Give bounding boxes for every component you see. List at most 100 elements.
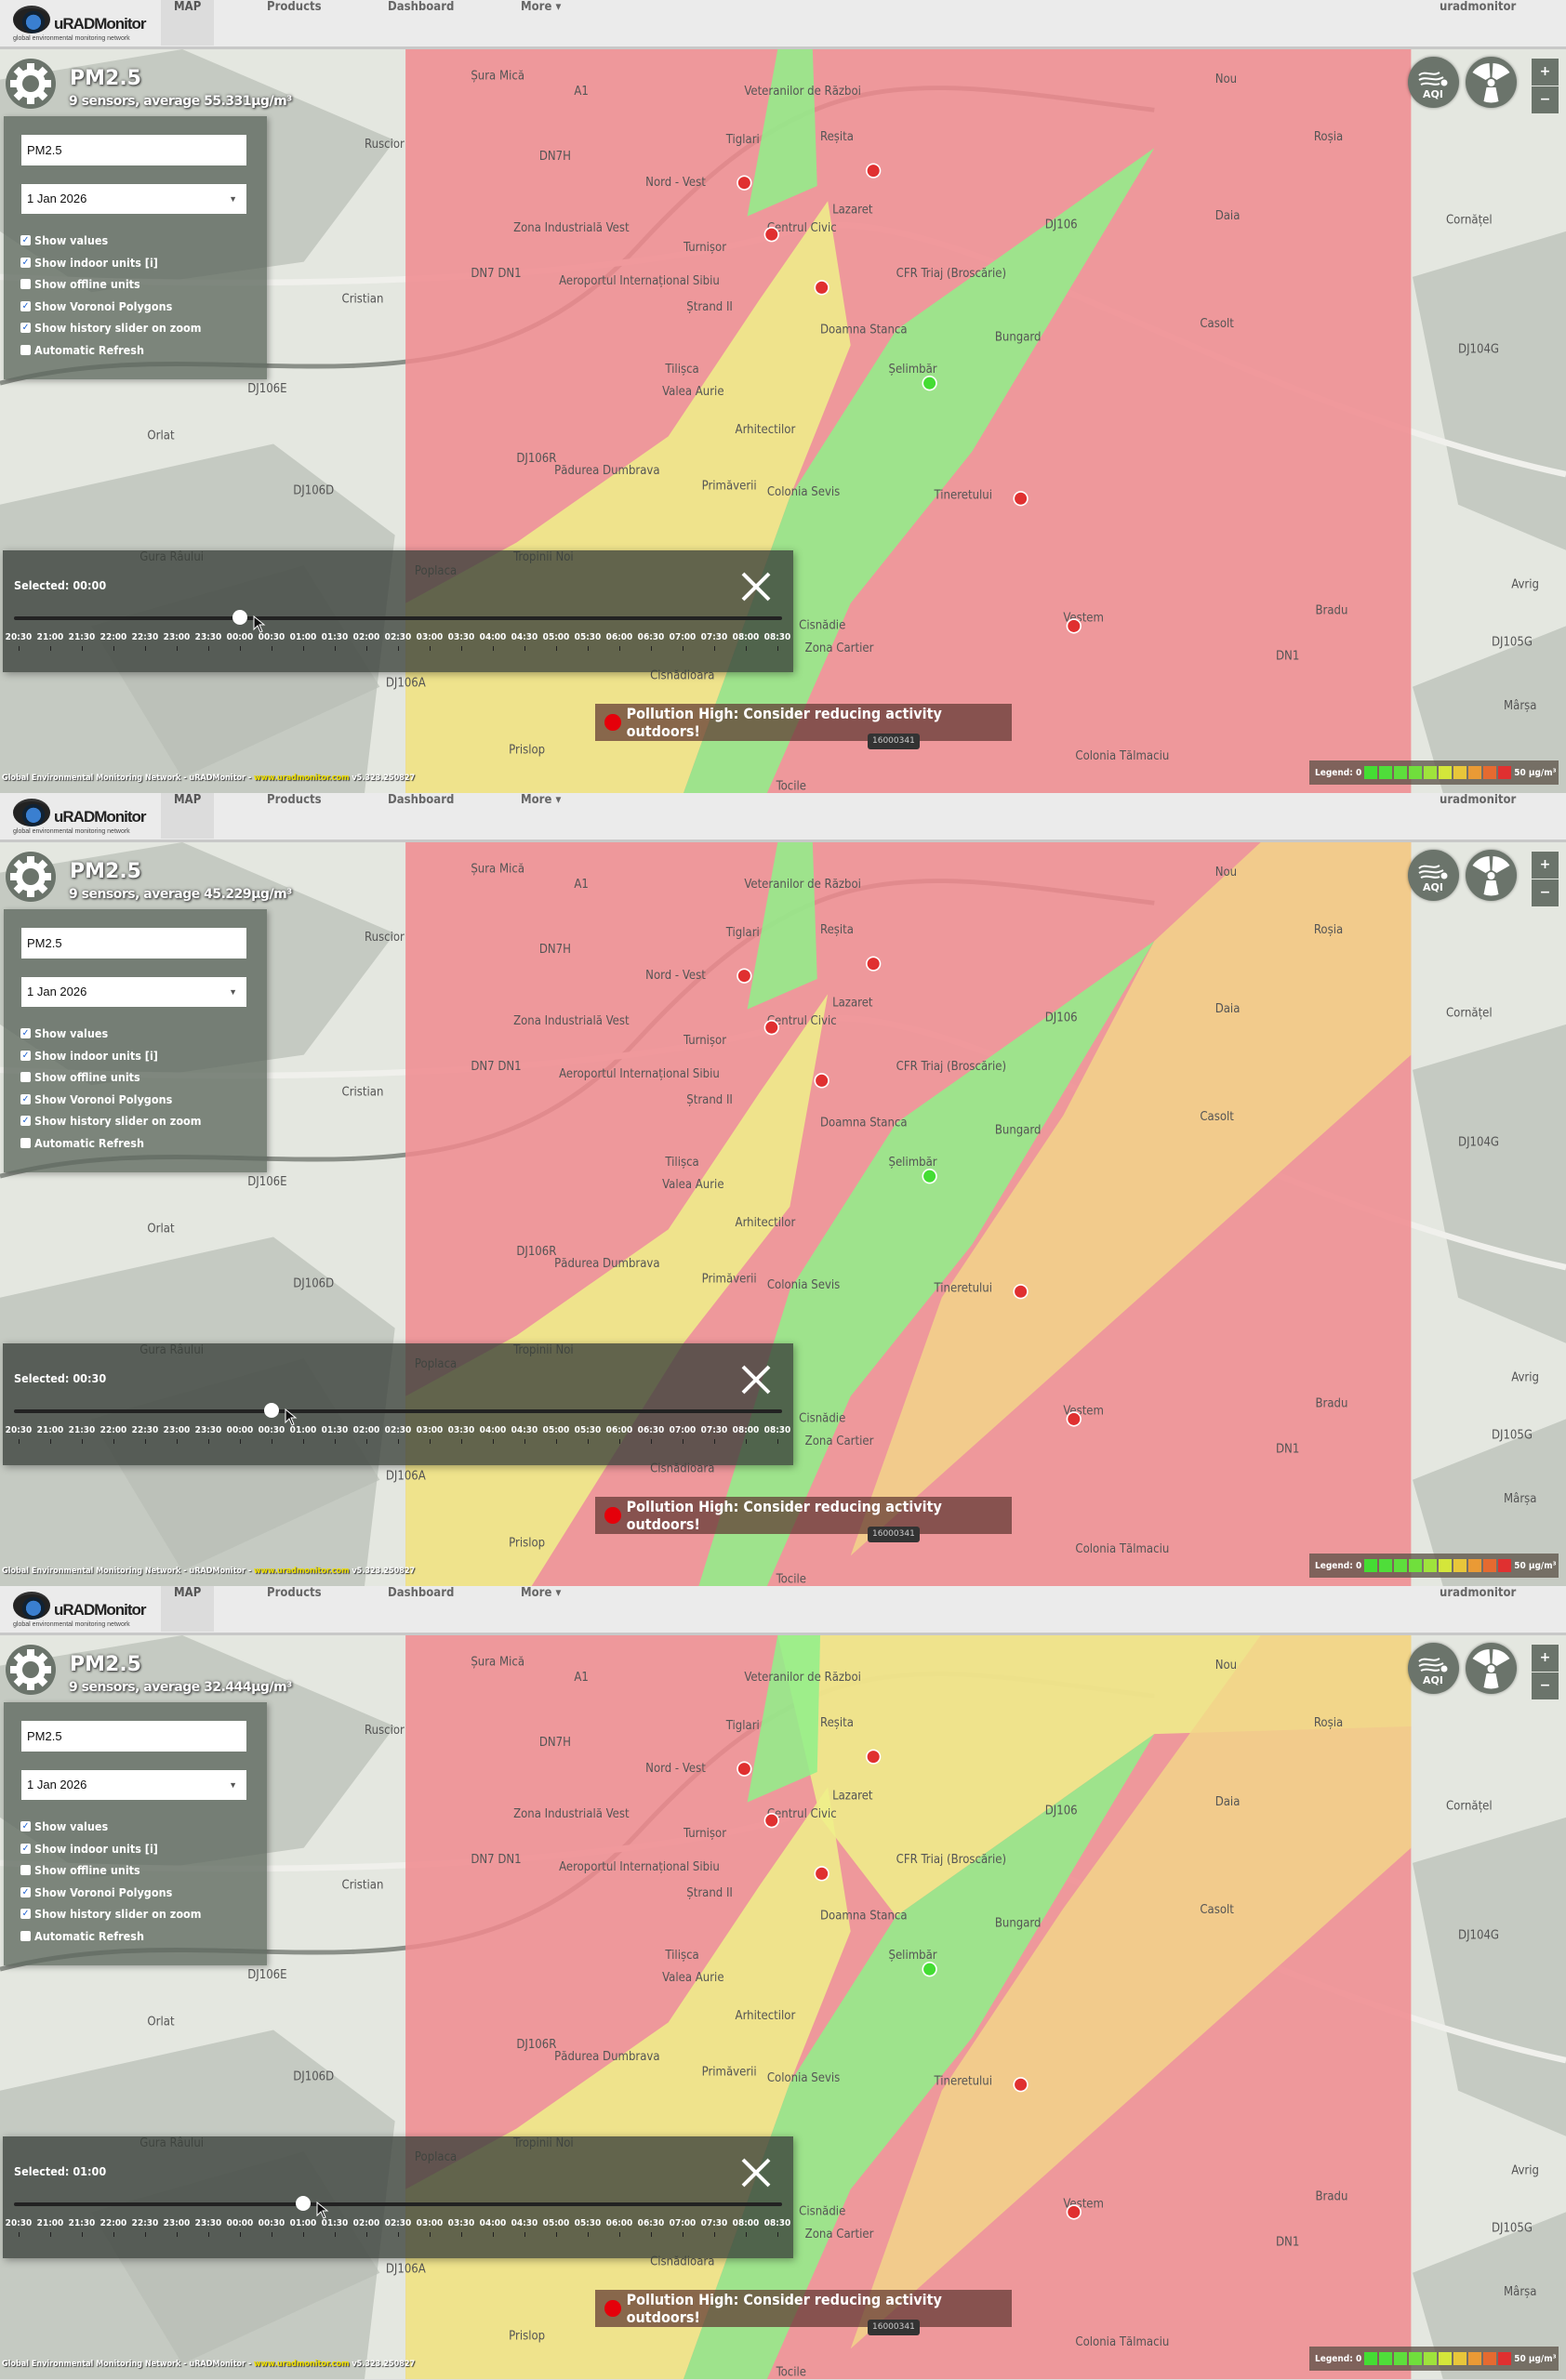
- nav-dashboard[interactable]: Dashboard: [388, 1586, 455, 1600]
- nav-map[interactable]: MAP: [161, 0, 215, 46]
- sensor-marker[interactable]: [922, 1962, 937, 1977]
- aqi-button[interactable]: AQI: [1408, 850, 1459, 901]
- slider-track[interactable]: [14, 1409, 782, 1413]
- sensor-marker[interactable]: [866, 1749, 882, 1765]
- sensor-marker[interactable]: [763, 227, 779, 243]
- checkbox[interactable]: ✓: [20, 1028, 31, 1038]
- sensor-marker[interactable]: [737, 968, 752, 984]
- zoom-out-button[interactable]: −: [1532, 1673, 1559, 1699]
- checkbox[interactable]: [20, 1930, 31, 1941]
- checkbox[interactable]: [20, 1137, 31, 1148]
- option-automatic-refresh[interactable]: Automatic Refresh: [20, 343, 144, 357]
- nav-more[interactable]: More ▾: [521, 1586, 562, 1600]
- radiation-button[interactable]: [1466, 850, 1517, 901]
- slider-thumb[interactable]: [264, 1403, 279, 1418]
- close-icon[interactable]: [740, 571, 772, 602]
- option-show-voronoi-polygons[interactable]: ✓ Show Voronoi Polygons: [20, 299, 172, 313]
- checkbox[interactable]: ✓: [20, 1116, 31, 1126]
- option-show-voronoi-polygons[interactable]: ✓ Show Voronoi Polygons: [20, 1092, 172, 1106]
- checkbox[interactable]: ✓: [20, 1093, 31, 1104]
- slider-thumb[interactable]: [296, 2196, 311, 2211]
- checkbox[interactable]: ✓: [20, 323, 31, 333]
- option-automatic-refresh[interactable]: Automatic Refresh: [20, 1929, 144, 1943]
- sensor-type-input[interactable]: [21, 135, 246, 165]
- checkbox[interactable]: ✓: [20, 300, 31, 311]
- nav-user[interactable]: uradmonitor: [1440, 793, 1517, 807]
- logo[interactable]: uRADMonitor global environmental monitor…: [9, 4, 149, 45]
- nav-products[interactable]: Products: [267, 0, 322, 14]
- nav-map[interactable]: MAP: [161, 1586, 215, 1632]
- sensor-type-input[interactable]: [21, 1721, 246, 1752]
- option-show-history-slider-on-zoom[interactable]: ✓ Show history slider on zoom: [20, 1907, 202, 1921]
- nav-products[interactable]: Products: [267, 793, 322, 807]
- zoom-in-button[interactable]: +: [1532, 59, 1559, 86]
- checkbox[interactable]: [20, 344, 31, 355]
- checkbox[interactable]: ✓: [20, 235, 31, 245]
- sensor-marker[interactable]: [1066, 1411, 1082, 1427]
- radiation-button[interactable]: [1466, 1643, 1517, 1694]
- nav-products[interactable]: Products: [267, 1586, 322, 1600]
- sensor-marker[interactable]: [1013, 2077, 1029, 2093]
- sensor-marker[interactable]: [814, 1073, 829, 1089]
- sensor-marker[interactable]: [814, 1866, 829, 1882]
- checkbox[interactable]: ✓: [20, 1050, 31, 1061]
- nav-more[interactable]: More ▾: [521, 0, 562, 14]
- checkbox[interactable]: [20, 1072, 31, 1082]
- date-select[interactable]: 1 Jan 2026 ▼: [21, 1770, 246, 1800]
- footer-link[interactable]: www.uradmonitor.com: [254, 1567, 350, 1576]
- logo[interactable]: uRADMonitor global environmental monitor…: [9, 797, 149, 838]
- checkbox[interactable]: [20, 1865, 31, 1875]
- option-show-values[interactable]: ✓ Show values: [20, 1026, 108, 1040]
- option-show-voronoi-polygons[interactable]: ✓ Show Voronoi Polygons: [20, 1885, 172, 1899]
- checkbox[interactable]: ✓: [20, 1886, 31, 1897]
- option-show-indoor-units-i[interactable]: ✓ Show indoor units [i]: [20, 1842, 158, 1856]
- footer-link[interactable]: www.uradmonitor.com: [254, 2360, 350, 2369]
- aqi-button[interactable]: AQI: [1408, 1643, 1459, 1694]
- aqi-button[interactable]: AQI: [1408, 57, 1459, 108]
- sensor-marker[interactable]: [1013, 1284, 1029, 1300]
- zoom-in-button[interactable]: +: [1532, 1645, 1559, 1672]
- sensor-type-input[interactable]: [21, 928, 246, 959]
- date-select[interactable]: 1 Jan 2026 ▼: [21, 977, 246, 1007]
- option-show-history-slider-on-zoom[interactable]: ✓ Show history slider on zoom: [20, 321, 202, 335]
- zoom-in-button[interactable]: +: [1532, 852, 1559, 879]
- nav-dashboard[interactable]: Dashboard: [388, 0, 455, 14]
- nav-map[interactable]: MAP: [161, 793, 215, 839]
- option-show-history-slider-on-zoom[interactable]: ✓ Show history slider on zoom: [20, 1114, 202, 1128]
- checkbox[interactable]: ✓: [20, 1843, 31, 1854]
- slider-track[interactable]: [14, 616, 782, 620]
- footer-link[interactable]: www.uradmonitor.com: [254, 774, 350, 783]
- nav-user[interactable]: uradmonitor: [1440, 1586, 1517, 1600]
- close-icon[interactable]: [740, 2157, 772, 2188]
- logo[interactable]: uRADMonitor global environmental monitor…: [9, 1590, 149, 1631]
- sensor-marker[interactable]: [866, 956, 882, 972]
- checkbox[interactable]: [20, 279, 31, 289]
- option-show-offline-units[interactable]: Show offline units: [20, 1070, 140, 1084]
- sensor-marker[interactable]: [1013, 491, 1029, 507]
- sensor-marker[interactable]: [814, 280, 829, 296]
- gear-icon[interactable]: [5, 851, 57, 903]
- option-show-values[interactable]: ✓ Show values: [20, 233, 108, 247]
- option-show-values[interactable]: ✓ Show values: [20, 1819, 108, 1833]
- radiation-button[interactable]: [1466, 57, 1517, 108]
- close-icon[interactable]: [740, 1364, 772, 1395]
- sensor-marker[interactable]: [1066, 2204, 1082, 2220]
- checkbox[interactable]: ✓: [20, 1909, 31, 1919]
- option-show-offline-units[interactable]: Show offline units: [20, 1863, 140, 1877]
- sensor-marker[interactable]: [737, 1761, 752, 1777]
- sensor-marker[interactable]: [922, 376, 937, 391]
- sensor-marker[interactable]: [922, 1169, 937, 1184]
- date-select[interactable]: 1 Jan 2026 ▼: [21, 184, 246, 214]
- zoom-out-button[interactable]: −: [1532, 86, 1559, 113]
- gear-icon[interactable]: [5, 58, 57, 110]
- zoom-out-button[interactable]: −: [1532, 879, 1559, 906]
- nav-more[interactable]: More ▾: [521, 793, 562, 807]
- nav-dashboard[interactable]: Dashboard: [388, 793, 455, 807]
- sensor-marker[interactable]: [763, 1813, 779, 1829]
- option-show-indoor-units-i[interactable]: ✓ Show indoor units [i]: [20, 256, 158, 270]
- slider-track[interactable]: [14, 2202, 782, 2206]
- nav-user[interactable]: uradmonitor: [1440, 0, 1517, 14]
- option-show-indoor-units-i[interactable]: ✓ Show indoor units [i]: [20, 1049, 158, 1063]
- sensor-marker[interactable]: [1066, 618, 1082, 634]
- option-show-offline-units[interactable]: Show offline units: [20, 277, 140, 291]
